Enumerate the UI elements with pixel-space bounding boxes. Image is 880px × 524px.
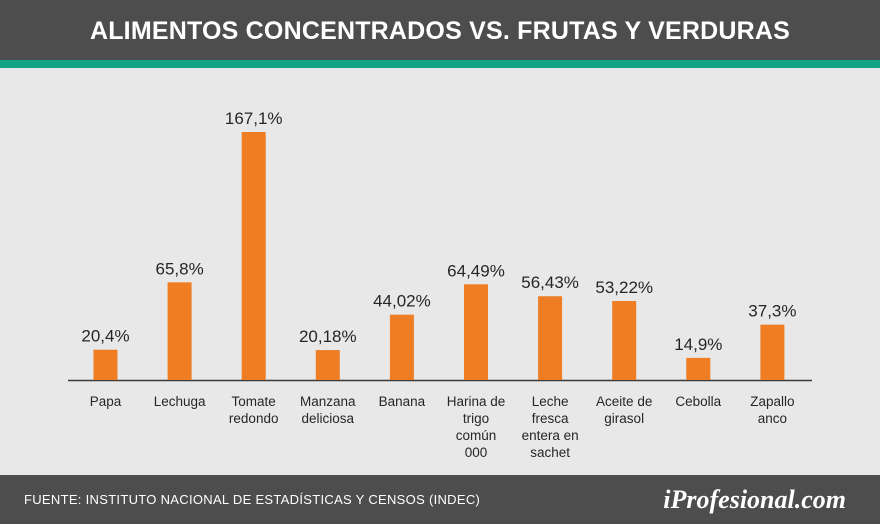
header-bar: ALIMENTOS CONCENTRADOS VS. FRUTAS Y VERD… xyxy=(0,0,880,60)
category-label: Leche fresca entera en sachet xyxy=(522,394,579,460)
data-label: 37,3% xyxy=(748,302,796,321)
category-label: Harina de trigo común 000 xyxy=(447,394,506,460)
bar xyxy=(389,314,414,380)
bar xyxy=(167,282,192,380)
data-label: 20,4% xyxy=(81,327,129,346)
chart-area: 20,4% Papa 65,8% Lechuga 167,1% Tomate redondo… xyxy=(0,68,880,475)
data-label: 44,02% xyxy=(373,292,431,311)
bar xyxy=(760,324,785,380)
data-label: 65,8% xyxy=(155,259,203,278)
category-label: Cebolla xyxy=(675,394,721,409)
bar xyxy=(241,132,266,380)
category-label: Lechuga xyxy=(154,394,206,409)
data-label: 53,22% xyxy=(595,278,653,297)
category-label: Papa xyxy=(90,394,122,409)
data-label: 14,9% xyxy=(674,335,722,354)
data-label: 64,49% xyxy=(447,261,505,280)
category-label: Tomate redondo xyxy=(229,394,279,426)
bar xyxy=(538,296,563,380)
bar xyxy=(686,357,711,380)
category-label: Aceite de girasol xyxy=(596,394,652,426)
bar xyxy=(612,301,637,380)
bar xyxy=(464,284,488,380)
bar-chart: 20,4% Papa 65,8% Lechuga 167,1% Tomate redondo… xyxy=(68,109,812,460)
data-label: 56,43% xyxy=(521,273,579,292)
footer-bar: FUENTE: INSTITUTO NACIONAL DE ESTADÍSTIC… xyxy=(0,475,880,524)
category-label: Zapallo anco xyxy=(750,394,794,426)
brand-logo: iProfesional.com xyxy=(663,485,846,514)
data-label: 167,1% xyxy=(225,109,283,128)
bar xyxy=(93,349,118,380)
bar xyxy=(315,350,340,380)
chart-title: ALIMENTOS CONCENTRADOS VS. FRUTAS Y VERD… xyxy=(89,17,791,45)
data-label: 20,18% xyxy=(299,327,357,346)
category-label: Banana xyxy=(379,394,426,409)
source-note: FUENTE: INSTITUTO NACIONAL DE ESTADÍSTIC… xyxy=(24,492,481,507)
accent-divider xyxy=(0,60,880,68)
category-label: Manzana deliciosa xyxy=(300,394,356,426)
